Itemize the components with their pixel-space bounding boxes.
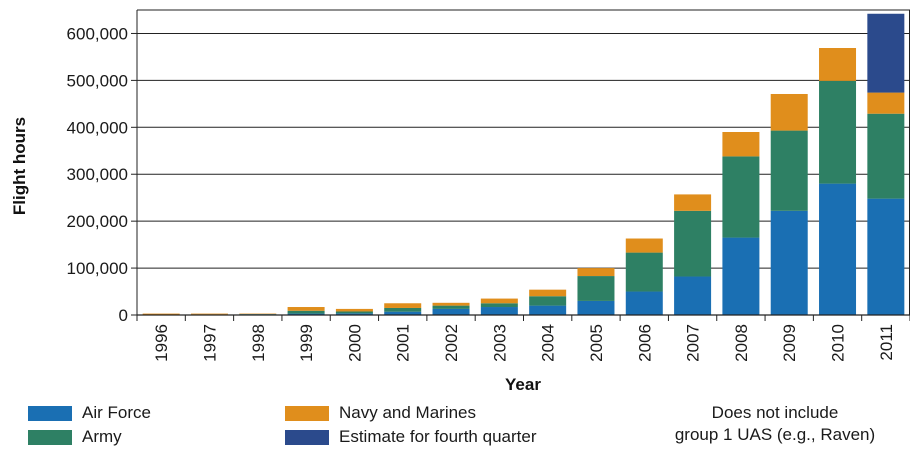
bar-air-force-2006 — [625, 291, 663, 315]
bar-air-force-2009 — [770, 210, 808, 315]
bar-air-force-1999 — [287, 313, 325, 315]
bar-army-1999 — [287, 310, 325, 314]
bar-navy-and-marines-2011 — [867, 92, 905, 114]
y-tick-label: 600,000 — [67, 24, 128, 43]
x-tick-label: 2004 — [539, 324, 558, 362]
x-tick-label: 1996 — [152, 324, 171, 362]
bar-air-force-2005 — [577, 300, 615, 315]
x-tick-label: 2000 — [345, 324, 364, 362]
x-tick-label: 2010 — [829, 324, 848, 362]
bar-air-force-2003 — [480, 307, 518, 315]
bar-navy-and-marines-2006 — [625, 238, 663, 253]
bar-chart: 0 100,000 200,000 300,000 400,000 500,000 600,… — [10, 9, 910, 394]
legend-swatch-air-force — [28, 405, 72, 421]
x-tick-label: 2002 — [442, 324, 461, 362]
bar-army-2008 — [722, 156, 760, 238]
bar-army-2004 — [529, 296, 567, 306]
bar-air-force-2008 — [722, 237, 760, 315]
y-tick-label: 200,000 — [67, 212, 128, 231]
bar-army-2001 — [384, 307, 422, 312]
bars — [142, 13, 905, 315]
bar-air-force-2010 — [819, 183, 857, 315]
legend-label-air-force: Air Force — [82, 403, 151, 422]
bar-navy-and-marines-1996 — [142, 313, 180, 315]
bar-navy-and-marines-2001 — [384, 303, 422, 308]
legend-item-navy-marines: Navy and Marines — [285, 403, 476, 423]
x-tick-label: 2011 — [877, 324, 896, 361]
bar-navy-and-marines-2005 — [577, 268, 615, 277]
y-tick-label: 0 — [119, 306, 128, 325]
bar-navy-and-marines-2003 — [480, 298, 518, 304]
bar-air-force-2007 — [674, 276, 712, 315]
legend-label-estimate: Estimate for fourth quarter — [339, 427, 537, 446]
bar-army-2006 — [625, 252, 663, 292]
y-tick-label: 100,000 — [67, 259, 128, 278]
bar-navy-and-marines-1997 — [190, 313, 228, 315]
bar-army-2007 — [674, 210, 712, 277]
x-tick-label: 2008 — [732, 324, 751, 362]
legend-item-air-force: Air Force — [28, 403, 151, 423]
bar-army-2010 — [819, 80, 857, 184]
x-tick-labels: 1996 1997 1998 1999 2000 2001 2002 2003 2004 2005… — [152, 324, 896, 362]
bar-navy-and-marines-2009 — [770, 93, 808, 131]
footnote-line-2: group 1 UAS (e.g., Raven) — [674, 425, 876, 444]
bar-air-force-2002 — [432, 308, 470, 315]
x-tick-label: 1997 — [200, 324, 219, 362]
bar-army-2005 — [577, 276, 615, 301]
footnote-line-1: Does not include — [711, 403, 839, 422]
x-tick-label: 2006 — [635, 324, 654, 362]
bar-navy-and-marines-2007 — [674, 194, 712, 211]
bar-navy-and-marines-1999 — [287, 307, 325, 311]
legend-label-navy-marines: Navy and Marines — [339, 403, 477, 422]
x-tick-label: 2009 — [780, 324, 799, 362]
bar-air-force-2000 — [335, 313, 373, 315]
bar-navy-and-marines-2002 — [432, 302, 470, 306]
x-tick-label: 2003 — [490, 324, 509, 362]
bar-air-force-2011 — [867, 198, 905, 315]
bar-navy-and-marines-2010 — [819, 48, 857, 81]
bar-army-2003 — [480, 303, 518, 308]
x-axis-title: Year — [505, 375, 541, 394]
legend-swatch-estimate — [285, 429, 329, 445]
bar-navy-and-marines-2000 — [335, 308, 373, 312]
y-tick-label: 500,000 — [67, 71, 128, 90]
legend-label-army: Army — [82, 427, 122, 446]
bar-army-2009 — [770, 130, 808, 211]
footnote: Does not include group 1 UAS (e.g., Rave… — [650, 402, 900, 446]
bar-navy-and-marines-2008 — [722, 132, 760, 157]
y-tick-labels: 0 100,000 200,000 300,000 400,000 500,000 600,… — [67, 24, 128, 325]
bar-army-2002 — [432, 305, 470, 309]
bar-army-2000 — [335, 311, 373, 314]
x-tick-label: 2007 — [684, 324, 703, 362]
legend-swatch-army — [28, 429, 72, 445]
y-tick-label: 400,000 — [67, 118, 128, 137]
bar-air-force-2004 — [529, 305, 567, 315]
legend-item-estimate: Estimate for fourth quarter — [285, 427, 536, 447]
x-tick-label: 1998 — [249, 324, 268, 362]
bar-army-2011 — [867, 113, 905, 199]
bar-navy-and-marines-2004 — [529, 289, 567, 297]
x-tick-label: 2001 — [394, 324, 413, 362]
x-tick-label: 2005 — [587, 324, 606, 362]
legend-item-army: Army — [28, 427, 122, 447]
legend-swatch-navy-marines — [285, 405, 329, 421]
bar-estimate-for-fourth-quarter-2011 — [867, 13, 905, 93]
y-tick-label: 300,000 — [67, 165, 128, 184]
y-axis-title: Flight hours — [10, 117, 29, 215]
bar-air-force-2001 — [384, 311, 422, 315]
x-tick-label: 1999 — [297, 324, 316, 362]
